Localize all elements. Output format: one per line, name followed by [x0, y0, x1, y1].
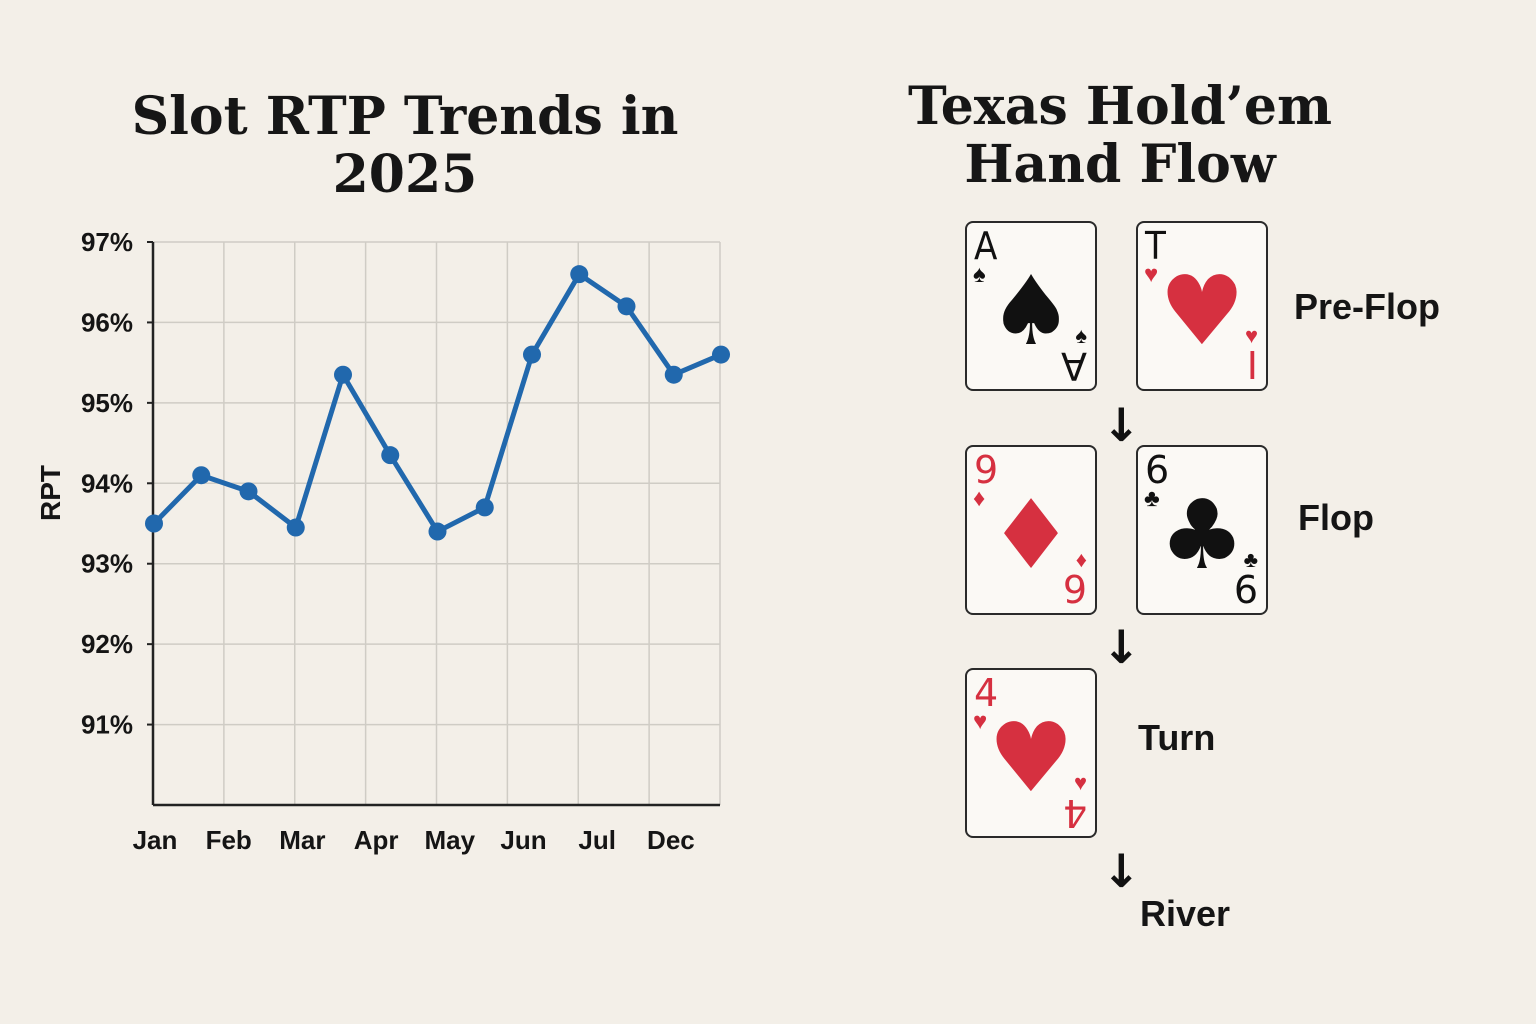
card-rank: 9 — [974, 448, 999, 492]
card-rank-bottom: I — [1246, 344, 1258, 388]
card-rank: 4 — [974, 671, 999, 715]
stage-label-turn: Turn — [1138, 717, 1216, 758]
heart-icon: ♥ — [987, 702, 1075, 814]
card-rank: A — [974, 224, 998, 268]
data-point — [239, 482, 258, 501]
spade-icon: ♠ — [1075, 323, 1087, 348]
card-rank-bottom: 6 — [1233, 568, 1258, 612]
arrow-down-icon: ↓ — [1102, 398, 1141, 452]
club-icon: ♣ — [1158, 479, 1246, 591]
diamond-icon: ♦ — [973, 485, 986, 512]
card-rank: 6 — [1145, 448, 1170, 492]
flow-title: Texas Hold’em Hand Flow — [907, 76, 1333, 195]
card-six-of-clubs: 6 ♣ ♣ ♣ 6 — [1136, 445, 1268, 615]
stage-label-river: River — [1140, 893, 1231, 934]
stage-label-pre-flop: Pre-Flop — [1294, 286, 1441, 327]
heart-icon: ♥ — [1144, 261, 1159, 288]
card-ten-of-hearts: T ♥ ♥ ♥ I — [1136, 221, 1268, 391]
club-icon: ♣ — [1144, 485, 1160, 512]
y-tick-label: 93% — [81, 549, 133, 579]
data-point — [712, 345, 730, 364]
rtp-line-chart: 97% 96% 95% 94% 93% 92% 91% Jan Feb Mar Apr May Jun J… — [35, 227, 730, 855]
card-nine-of-diamonds: 9 ♦ ♦ ♦ 9 — [965, 445, 1097, 615]
diamond-icon: ♦ — [987, 479, 1075, 591]
heart-icon: ♥ — [1158, 255, 1246, 367]
y-tick-label: 94% — [81, 468, 133, 498]
data-point — [145, 514, 163, 533]
stage-label-flop: Flop — [1298, 497, 1374, 538]
data-point — [523, 345, 541, 364]
data-point — [334, 365, 352, 384]
data-point — [192, 466, 211, 485]
diamond-icon: ♦ — [1075, 547, 1087, 572]
data-point — [664, 365, 683, 384]
x-tick-label: Apr — [354, 825, 399, 855]
card-rank-bottom: 9 — [1062, 568, 1087, 612]
y-tick-label: 96% — [81, 307, 133, 337]
chart-title: Slot RTP Trends in 2025 — [131, 86, 679, 205]
y-tick-label: 97% — [81, 227, 133, 257]
x-tick-label: Feb — [206, 825, 252, 855]
y-tick-label: 92% — [81, 629, 133, 659]
x-tick-label: Jan — [133, 825, 178, 855]
heart-icon: ♥ — [973, 708, 988, 735]
heart-icon: ♥ — [1244, 323, 1258, 348]
arrow-down-icon: ↓ — [1102, 844, 1141, 898]
arrow-down-icon: ↓ — [1102, 620, 1141, 674]
card-rank: T — [1145, 224, 1166, 268]
data-point — [286, 518, 305, 537]
card-rank-bottom: 4 — [1062, 791, 1087, 835]
card-rank-bottom: A — [1061, 344, 1087, 388]
x-tick-label: Jun — [500, 825, 546, 855]
y-tick-label: 95% — [81, 388, 133, 418]
data-point — [428, 522, 447, 541]
x-tick-label: May — [425, 825, 476, 855]
data-point — [475, 498, 494, 517]
card-four-of-hearts: 4 ♥ ♥ ♥ 4 — [965, 668, 1097, 838]
x-tick-label: Jul — [578, 825, 616, 855]
data-point — [381, 446, 400, 465]
card-ace-of-spades: A ♠ ♠ ♠ A — [965, 221, 1097, 391]
y-axis-label: RPT — [35, 465, 66, 521]
spade-icon: ♠ — [987, 255, 1075, 367]
x-tick-label: Dec — [647, 825, 695, 855]
spade-icon: ♠ — [973, 261, 986, 288]
x-tick-label: Mar — [279, 825, 325, 855]
data-point — [617, 297, 636, 316]
heart-icon: ♥ — [1073, 770, 1087, 795]
data-point — [570, 265, 589, 284]
club-icon: ♣ — [1243, 547, 1258, 572]
y-tick-label: 91% — [81, 710, 133, 740]
